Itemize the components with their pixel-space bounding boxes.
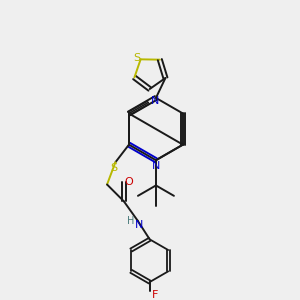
Text: N: N bbox=[152, 160, 160, 171]
Text: H: H bbox=[127, 216, 134, 226]
Text: S: S bbox=[134, 53, 141, 63]
Text: S: S bbox=[110, 163, 118, 172]
Text: F: F bbox=[152, 290, 158, 299]
Text: O: O bbox=[125, 177, 134, 187]
Text: N: N bbox=[151, 96, 159, 106]
Text: N: N bbox=[135, 220, 143, 230]
